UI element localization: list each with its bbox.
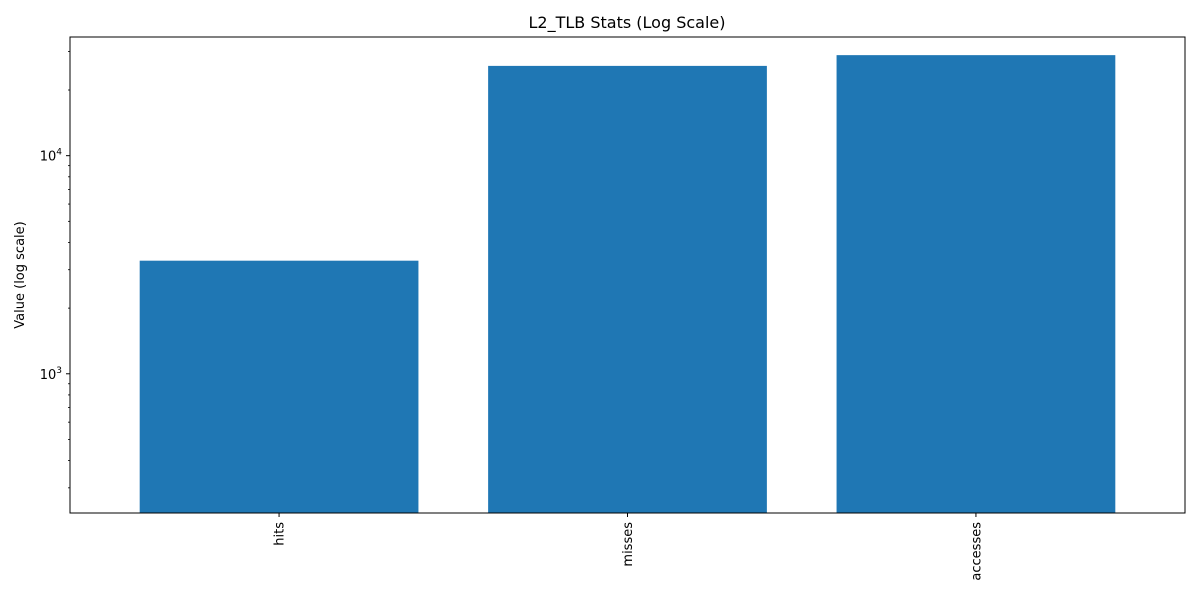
y-axis-label: Value (log scale) (13, 221, 28, 328)
y-tick-exponent: 4 (56, 148, 62, 158)
x-tick-label-misses: misses (621, 522, 636, 567)
x-tick-label-accesses: accesses (969, 522, 984, 581)
bar-accesses (836, 55, 1116, 513)
bars-layer (139, 55, 1116, 513)
x-axis: hits misses accesses (273, 513, 984, 581)
x-tick-label-hits: hits (273, 522, 288, 546)
y-tick-base: 10 (40, 150, 57, 165)
y-tick-exponent: 3 (56, 366, 62, 376)
plot-frame (69, 36, 1186, 514)
y-tick-label: 104 (40, 148, 63, 165)
bar-misses (488, 65, 767, 513)
bar-hits (139, 260, 419, 513)
y-tick-label: 103 (40, 366, 62, 383)
y-tick-base: 10 (40, 368, 57, 383)
chart-title: L2_TLB Stats (Log Scale) (529, 13, 726, 33)
